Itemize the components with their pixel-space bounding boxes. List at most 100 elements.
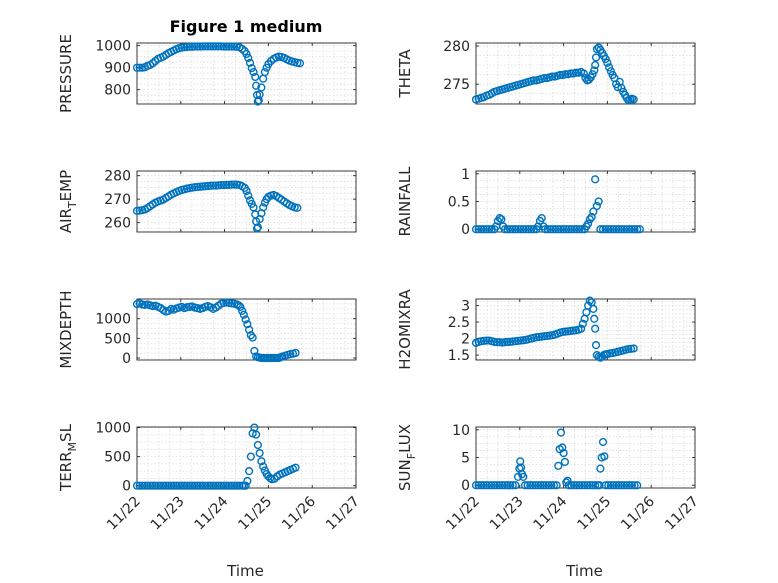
data-point [619, 481, 629, 490]
data-point [606, 225, 616, 234]
y-label-part: AIR [57, 208, 75, 233]
data-point [224, 42, 234, 51]
data-point [617, 83, 626, 93]
y-tick-label: 900 [104, 61, 131, 77]
data-point [153, 481, 163, 490]
y-tick-label: 0 [461, 222, 470, 238]
data-point [185, 481, 194, 490]
data-point [540, 73, 549, 83]
data-point [135, 481, 144, 490]
data-point [252, 81, 261, 90]
data-point [238, 306, 247, 315]
data-point [619, 225, 629, 234]
y-axis-label: MIXDEPTH [57, 290, 75, 368]
data-point [239, 310, 248, 319]
data-point [601, 54, 610, 64]
data-point [198, 481, 207, 490]
data-point [633, 225, 642, 234]
y-tick-label: 10 [452, 423, 470, 439]
data-point [167, 481, 176, 490]
axes-frame [475, 298, 696, 361]
data-point [230, 481, 239, 490]
data-point [479, 481, 488, 490]
data-point [622, 481, 631, 490]
data-point [206, 42, 215, 51]
data-point [591, 53, 601, 62]
data-point [601, 481, 610, 490]
data-point [506, 481, 515, 490]
data-point [503, 337, 512, 346]
data-point [172, 481, 181, 490]
data-point [193, 182, 202, 192]
y-axis-label: PRESSURE [57, 34, 75, 113]
data-point [241, 481, 250, 490]
data-point [609, 481, 618, 490]
data-point [591, 175, 600, 184]
data-point [214, 181, 223, 190]
y-label-part: SL [57, 423, 75, 442]
data-point [554, 225, 563, 234]
data-point [622, 225, 631, 234]
y-axis-label: SUNFLUX [396, 424, 418, 491]
data-point [547, 481, 556, 490]
data-point [190, 481, 199, 490]
y-tick-label: 5 [461, 451, 470, 467]
data-point [222, 42, 231, 51]
data-point [216, 42, 226, 51]
data-point [580, 481, 589, 490]
data-point [253, 440, 262, 450]
data-point [544, 481, 553, 490]
data-point [224, 481, 234, 490]
data-point [244, 53, 253, 63]
axes-frame [136, 170, 357, 233]
data-point [209, 42, 218, 51]
data-point [562, 225, 571, 234]
data-point [248, 333, 257, 342]
data-point [617, 225, 626, 234]
data-point [174, 481, 184, 490]
subplot-h2omixra: 1.522.53 H2OMIXRA [396, 289, 696, 370]
data-point [214, 42, 223, 51]
y-tick-label: 260 [104, 216, 131, 232]
data-point [559, 225, 568, 234]
data-point [541, 481, 551, 490]
data-point [516, 225, 525, 234]
y-tick-label: 800 [104, 83, 131, 99]
data-point [482, 225, 491, 234]
data-point [242, 186, 251, 196]
y-tick-label: 2 [461, 332, 470, 348]
data-point [492, 338, 502, 347]
y-axis-label: H2OMIXRA [396, 289, 414, 370]
data-point [598, 225, 608, 234]
data-point [188, 42, 197, 51]
data-point [182, 481, 192, 490]
data-point [598, 437, 608, 447]
data-point [625, 481, 634, 490]
data-point [585, 296, 594, 305]
data-point [551, 225, 560, 234]
data-point [570, 225, 579, 234]
data-point [585, 481, 594, 490]
data-point [169, 481, 178, 490]
data-point [592, 201, 601, 211]
data-point [201, 42, 210, 51]
data-point [614, 225, 623, 234]
data-point [243, 476, 252, 486]
data-point [254, 96, 263, 105]
data-point [203, 181, 213, 191]
data-point [548, 72, 557, 81]
data-point [589, 304, 598, 313]
y-tick-label: 0 [122, 479, 131, 495]
data-point [253, 223, 262, 232]
data-point [245, 58, 255, 67]
y-label-part: SUN [396, 459, 414, 491]
data-point [552, 481, 561, 490]
data-point [255, 449, 264, 458]
data-point [485, 481, 494, 490]
data-point [495, 481, 504, 490]
data-point [219, 42, 228, 51]
y-label-subscript: F [405, 453, 418, 459]
data-point [214, 481, 223, 490]
data-point [564, 481, 573, 490]
